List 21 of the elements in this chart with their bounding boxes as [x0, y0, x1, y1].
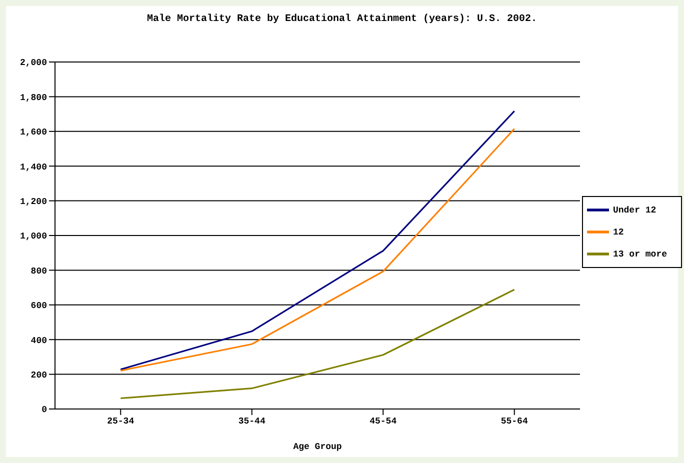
x-tick-label: 25-34: [107, 416, 135, 426]
x-tick-label: 35-44: [238, 416, 266, 426]
legend-label: 12: [612, 226, 624, 237]
legend-label: 13 or more: [612, 248, 667, 259]
y-tick-label: 2,000: [20, 58, 47, 68]
y-tick-label: 800: [30, 266, 47, 276]
chart-title: Male Mortality Rate by Educational Attainment (years): U.S. 2002.: [146, 14, 538, 25]
x-tick-label: 45-54: [370, 416, 398, 426]
y-tick-label: 1,800: [20, 92, 47, 103]
y-tick-label: 1,000: [20, 232, 47, 242]
y-tick-label: 1,400: [20, 162, 47, 172]
y-tick-label: 400: [30, 336, 47, 346]
legend-label: Under 12: [612, 204, 656, 215]
y-tick-label: 1,600: [20, 128, 47, 138]
x-axis-title: Age Group: [293, 442, 342, 452]
x-tick-label: 55-64: [500, 416, 528, 426]
y-tick-label: 600: [30, 301, 47, 312]
y-tick-label: 1,200: [20, 196, 47, 207]
y-tick-label: 0: [42, 405, 47, 416]
line-series: [120, 288, 516, 400]
y-tick-label: 200: [30, 370, 47, 380]
